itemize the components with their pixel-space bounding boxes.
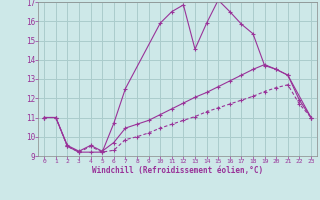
X-axis label: Windchill (Refroidissement éolien,°C): Windchill (Refroidissement éolien,°C): [92, 166, 263, 175]
